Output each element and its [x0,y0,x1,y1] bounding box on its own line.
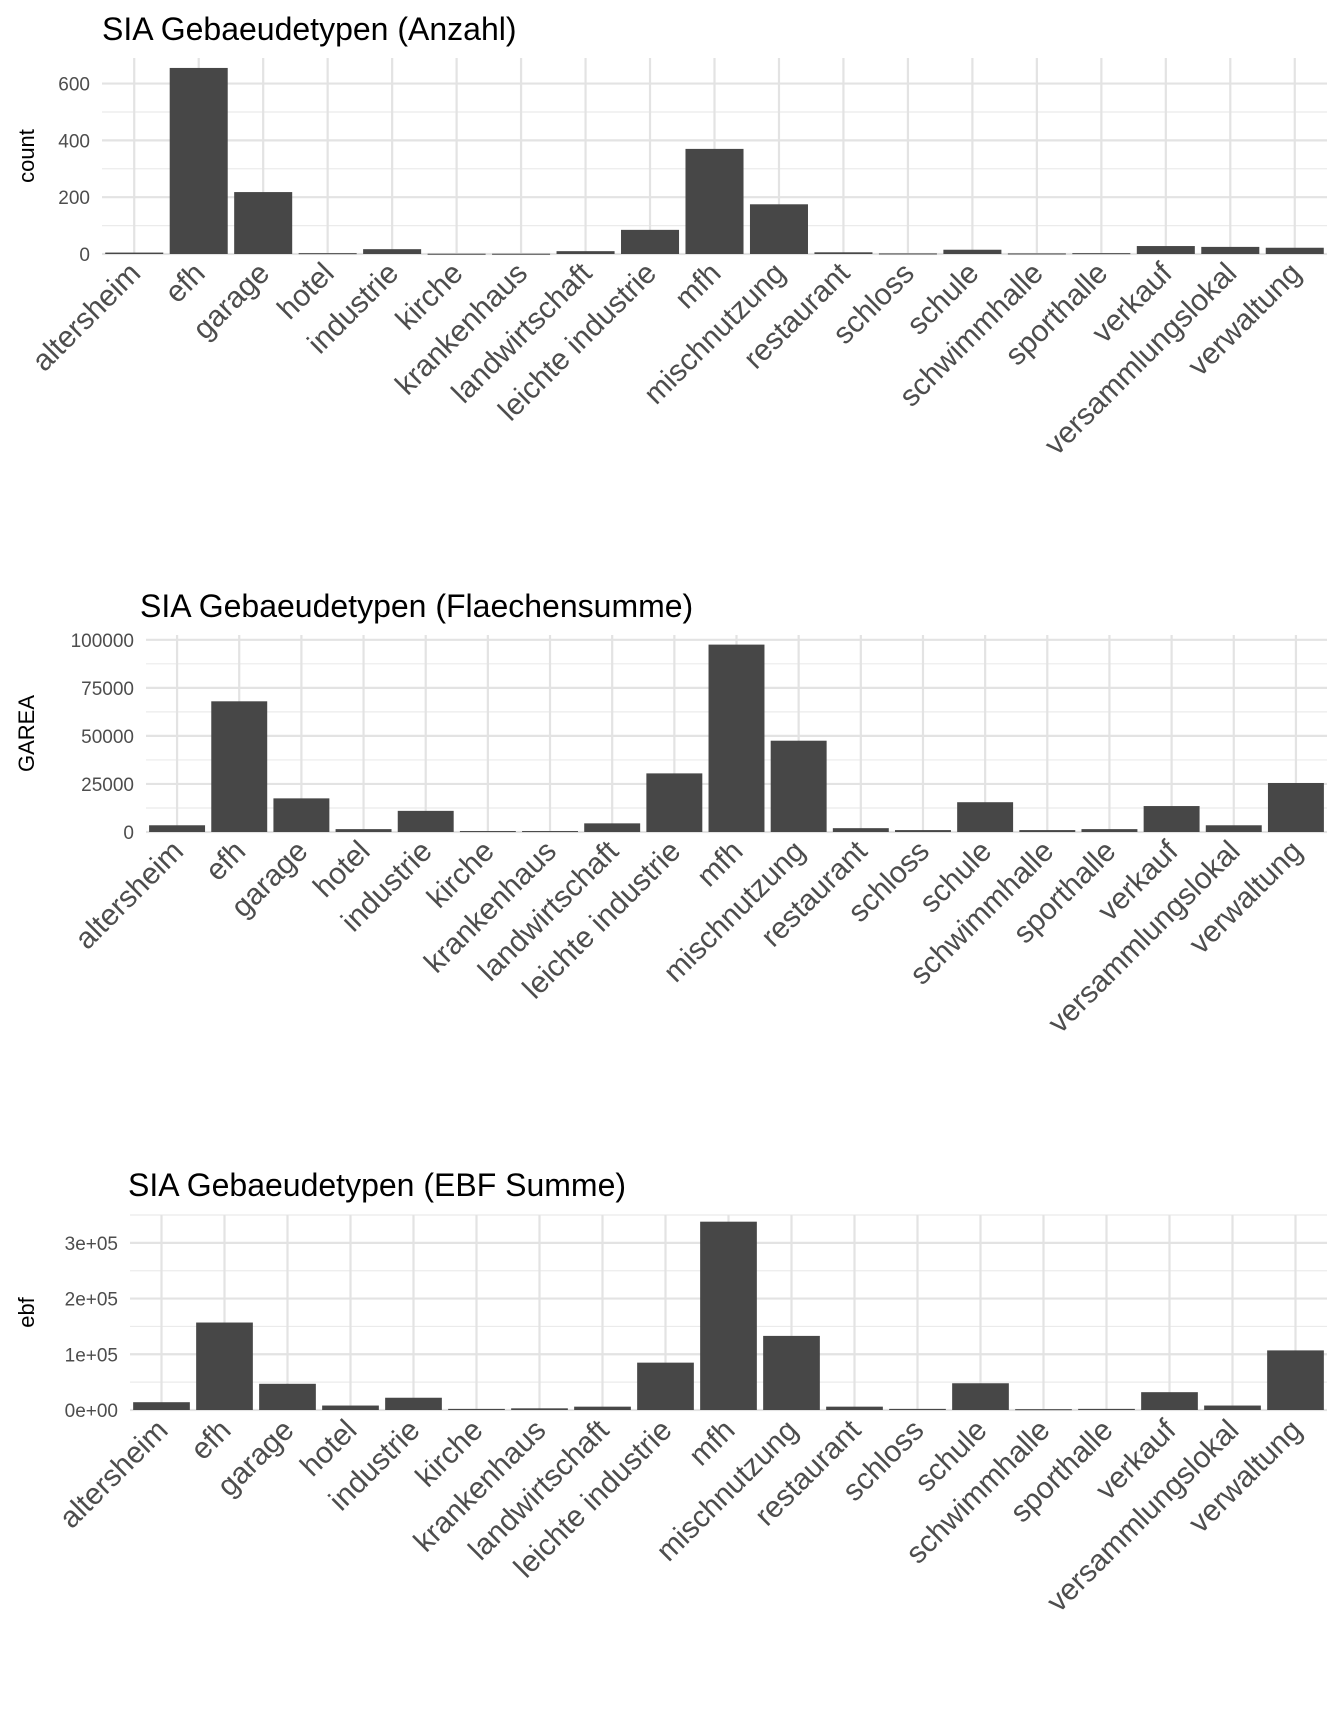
bar-krankenhaus [511,1408,568,1410]
bar-hotel [322,1405,379,1410]
y-axis-label: GAREA [14,695,39,772]
bar-altersheim [105,252,164,254]
bar-garage [234,192,293,254]
bar-sporthalle [1078,1408,1135,1410]
bar-industrie [363,249,422,254]
bar-leichte-industrie [637,1362,694,1410]
x-tick-label: altersheim [53,1414,174,1535]
y-tick-label: 0e+00 [65,1401,118,1422]
bar-schwimmhalle [1019,830,1076,832]
bar-leichte-industrie [646,773,703,832]
bar-efh [169,67,228,254]
bar-mischnutzung [763,1335,820,1410]
chart-panel-count: SIA Gebaeudetypen (Anzahl) 0 200 400 600 coun… [14,11,1327,462]
bar-schule [943,249,1002,254]
bar-industrie [385,1397,442,1410]
y-tick-label: 25000 [81,775,134,796]
chart-title: SIA Gebaeudetypen (EBF Summe) [128,1167,626,1203]
chart-panel-ebf: SIA Gebaeudetypen (EBF Summe) 0e+00 1e+05 2… [14,1167,1327,1619]
y-tick-label: 75000 [81,679,134,700]
bar-sporthalle [1072,253,1131,255]
bar-schloss [889,1408,946,1410]
bar-efh [196,1322,253,1410]
x-tick-label: altersheim [69,835,190,956]
bar-kirche [448,1408,505,1410]
bar-schwimmhalle [1015,1409,1072,1411]
bar-restaurant [814,252,873,254]
bar-mischnutzung [749,204,808,254]
chart-panel-garea: SIA Gebaeudetypen (Flaechensumme) 0 25000 5… [14,588,1327,1040]
chart-title: SIA Gebaeudetypen (Anzahl) [102,11,517,47]
bar-verwaltung [1265,247,1324,254]
bar-verwaltung [1267,1350,1324,1410]
y-tick-label: 3e+05 [65,1234,118,1255]
bar-krankenhaus [492,253,551,255]
bar-restaurant [832,828,889,832]
bar-garage [273,798,330,832]
bar-kirche [427,253,486,255]
y-tick-label: 1e+05 [65,1345,118,1366]
bar-altersheim [149,825,206,832]
bar-versammlungslokal [1201,246,1260,254]
bar-hotel [298,253,357,255]
bar-schule [952,1383,1009,1410]
bar-versammlungslokal [1205,825,1262,832]
y-tick-label: 0 [79,245,90,266]
y-tick-label: 50000 [81,727,134,748]
bar-landwirtschaft [584,823,641,832]
bar-kirche [459,831,516,833]
x-tick-label: efh [159,257,212,310]
bar-restaurant [826,1406,883,1410]
bar-mischnutzung [770,740,827,832]
y-tick-label: 100000 [71,631,134,652]
y-tick-label: 2e+05 [65,1290,118,1311]
bar-mfh [708,644,765,832]
bar-hotel [335,829,392,832]
x-tick-label: efh [185,1414,238,1467]
y-tick-label: 200 [58,188,90,209]
x-tick-label: efh [199,835,252,888]
y-axis-label: ebf [14,1296,39,1327]
bar-garage [259,1383,316,1410]
bar-mfh [700,1221,757,1410]
y-axis-label: count [14,129,39,183]
bar-altersheim [133,1402,190,1410]
y-tick-label: 0 [123,823,134,844]
bar-leichte-industrie [621,229,680,254]
bar-sporthalle [1081,829,1138,832]
bar-landwirtschaft [574,1406,631,1410]
bar-landwirtschaft [556,251,615,254]
bar-efh [211,701,268,832]
bar-schloss [878,253,937,255]
bar-krankenhaus [522,831,578,833]
x-tick-label: altersheim [26,257,147,378]
bar-schloss [895,830,951,832]
bar-mfh [685,148,744,254]
bar-versammlungslokal [1204,1405,1261,1410]
bar-verkauf [1141,1392,1198,1410]
bar-schule [957,802,1014,832]
bar-industrie [397,810,454,832]
y-tick-label: 600 [58,75,90,96]
bar-verkauf [1136,246,1195,254]
chart-title: SIA Gebaeudetypen (Flaechensumme) [140,588,693,624]
y-tick-label: 400 [58,131,90,152]
bar-schwimmhalle [1007,253,1066,255]
bar-verkauf [1143,806,1200,832]
bar-verwaltung [1267,782,1324,832]
